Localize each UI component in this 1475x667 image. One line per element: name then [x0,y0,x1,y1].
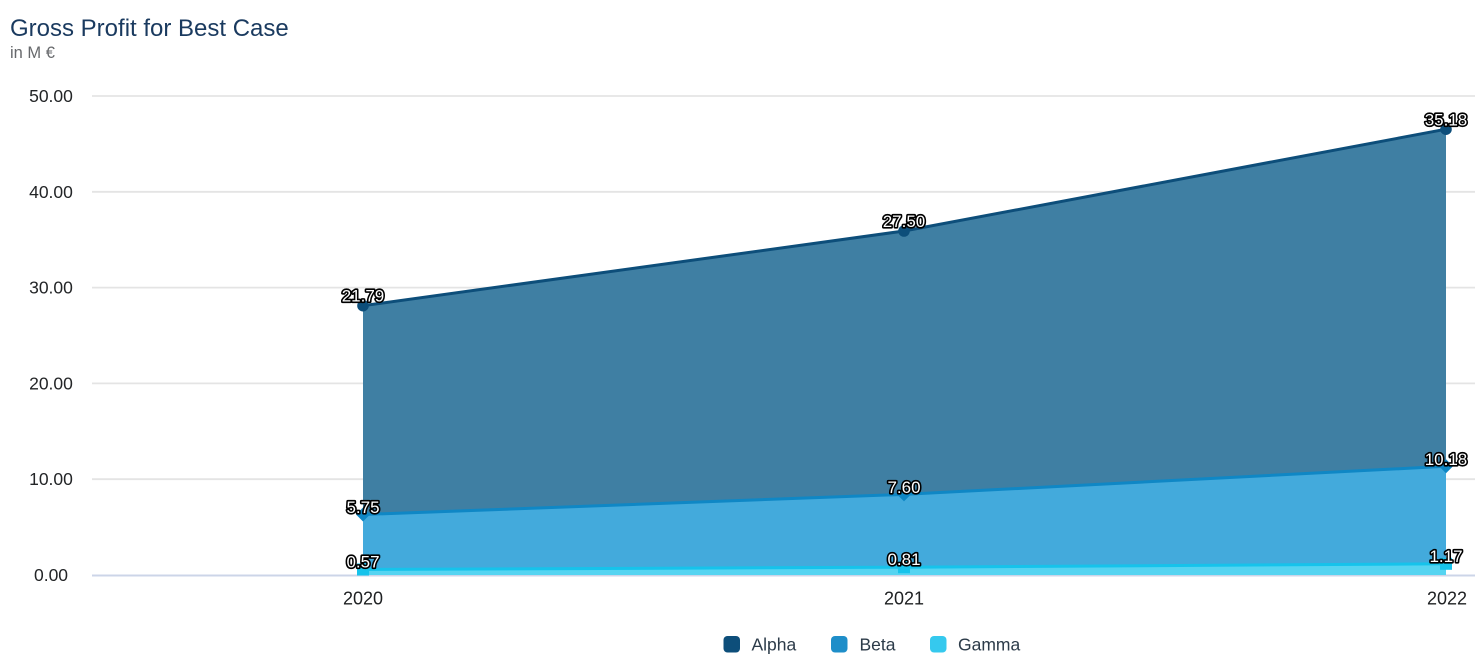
svg-text:Gross Profit for Best Case: Gross Profit for Best Case [10,15,289,42]
svg-text:10.00: 10.00 [29,469,73,489]
svg-text:Alpha: Alpha [752,635,797,655]
svg-text:40.00: 40.00 [29,182,73,202]
svg-text:35.18: 35.18 [1425,111,1468,130]
svg-text:2020: 2020 [343,589,383,609]
svg-text:0.00: 0.00 [34,565,68,585]
svg-text:0.57: 0.57 [346,553,379,572]
svg-text:10.18: 10.18 [1425,450,1468,469]
svg-text:Gamma: Gamma [958,635,1021,655]
svg-text:21.79: 21.79 [342,287,385,306]
svg-text:2021: 2021 [884,589,924,609]
svg-text:27.50: 27.50 [883,212,926,231]
svg-text:30.00: 30.00 [29,278,73,298]
svg-text:7.60: 7.60 [887,478,920,497]
svg-text:20.00: 20.00 [29,373,73,393]
svg-text:Beta: Beta [860,635,896,655]
svg-text:1.17: 1.17 [1429,547,1462,566]
svg-text:in M €: in M € [10,44,55,62]
svg-text:5.75: 5.75 [346,498,379,517]
svg-text:2022: 2022 [1427,589,1467,609]
svg-text:0.81: 0.81 [887,550,920,569]
svg-text:50.00: 50.00 [29,86,73,106]
